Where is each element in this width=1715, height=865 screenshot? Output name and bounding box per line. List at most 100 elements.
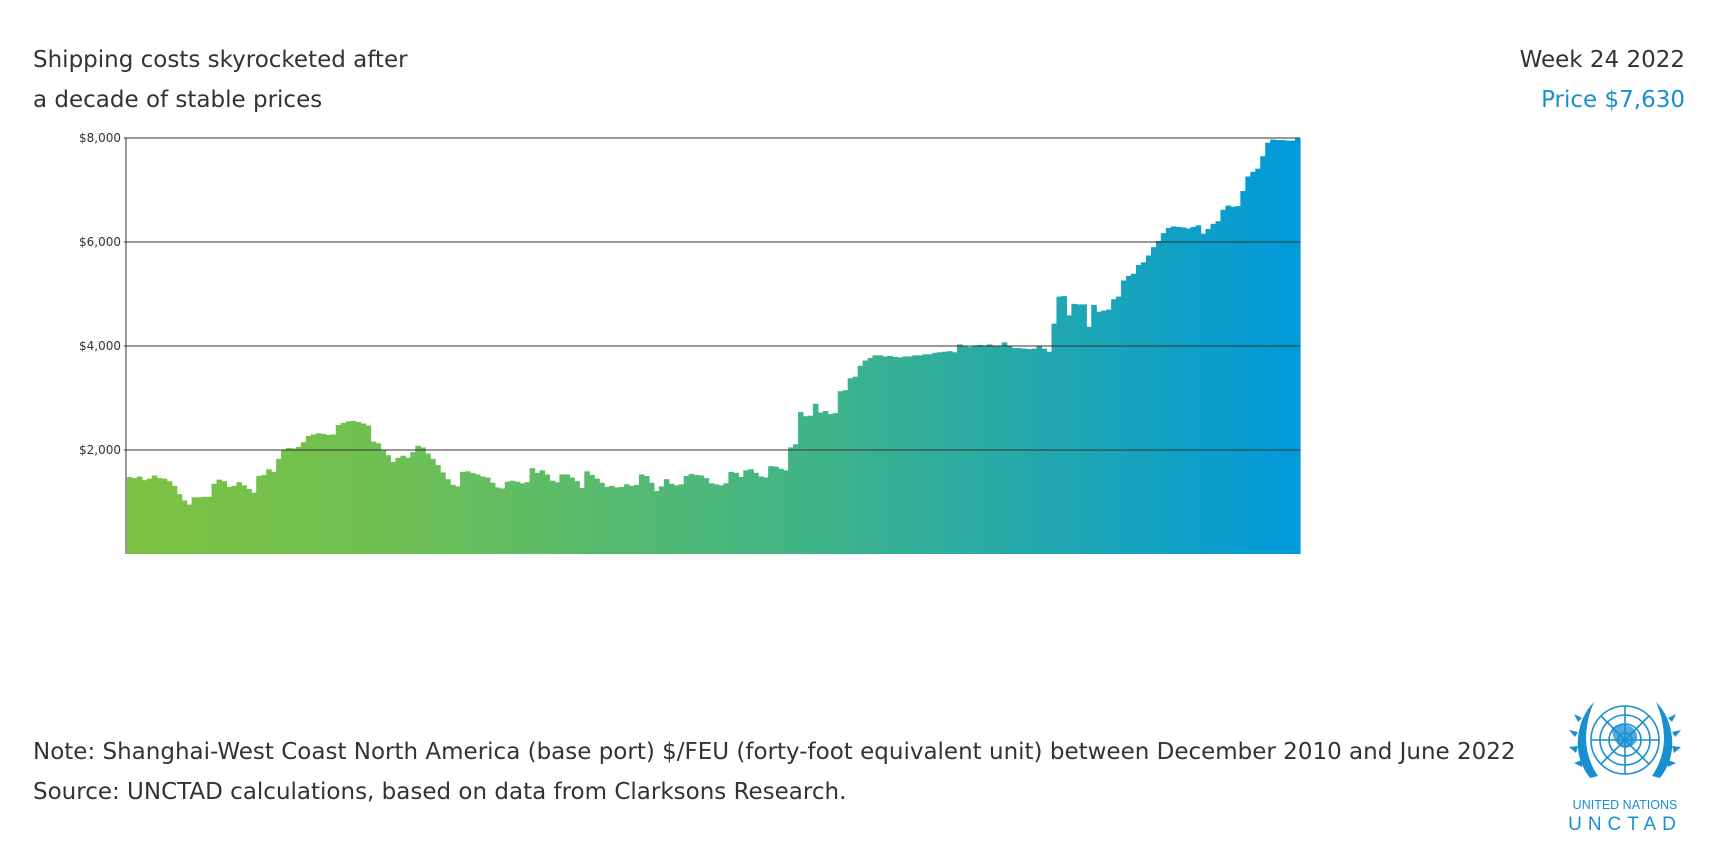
- bar[interactable]: [499, 488, 506, 554]
- bar[interactable]: [1001, 342, 1008, 554]
- bar[interactable]: [952, 352, 958, 554]
- bar[interactable]: [783, 470, 789, 554]
- bar[interactable]: [986, 344, 993, 554]
- bar[interactable]: [564, 474, 570, 554]
- bar[interactable]: [957, 344, 963, 554]
- bar[interactable]: [464, 471, 471, 554]
- bar-chart[interactable]: $2,000 $4,000 $6,000 $8,000: [0, 120, 1460, 570]
- bar[interactable]: [136, 476, 143, 554]
- bar[interactable]: [355, 421, 362, 554]
- bar[interactable]: [1126, 275, 1132, 554]
- bar[interactable]: [1026, 349, 1033, 554]
- bar[interactable]: [1021, 348, 1028, 554]
- bar[interactable]: [1111, 299, 1117, 554]
- bar[interactable]: [1175, 226, 1182, 555]
- bar[interactable]: [847, 378, 854, 554]
- bar[interactable]: [812, 403, 819, 554]
- bar[interactable]: [1101, 310, 1107, 554]
- bar[interactable]: [1106, 309, 1112, 554]
- bar[interactable]: [305, 435, 312, 554]
- bar[interactable]: [624, 484, 630, 554]
- bar[interactable]: [151, 475, 158, 554]
- bar[interactable]: [1056, 296, 1063, 554]
- bar[interactable]: [1145, 255, 1152, 554]
- bar[interactable]: [295, 446, 302, 554]
- bar[interactable]: [822, 411, 829, 554]
- bar[interactable]: [181, 500, 188, 554]
- bar[interactable]: [648, 482, 655, 554]
- bar[interactable]: [325, 434, 332, 554]
- bar[interactable]: [892, 356, 898, 554]
- bar[interactable]: [827, 414, 834, 554]
- bar[interactable]: [673, 485, 680, 554]
- bar[interactable]: [693, 474, 700, 554]
- bar[interactable]: [171, 485, 178, 554]
- bar[interactable]: [554, 482, 561, 554]
- bar[interactable]: [261, 474, 267, 554]
- bar[interactable]: [196, 497, 203, 554]
- bar[interactable]: [723, 483, 730, 554]
- bar[interactable]: [281, 449, 287, 554]
- bar[interactable]: [251, 492, 257, 554]
- bar[interactable]: [1180, 227, 1187, 554]
- bar[interactable]: [395, 457, 401, 554]
- bar[interactable]: [579, 487, 585, 554]
- bar[interactable]: [897, 357, 903, 554]
- bar[interactable]: [1195, 225, 1202, 555]
- bar[interactable]: [127, 477, 133, 554]
- bar[interactable]: [166, 481, 173, 554]
- bar[interactable]: [1081, 304, 1087, 554]
- bar[interactable]: [1140, 262, 1147, 554]
- bar[interactable]: [1071, 303, 1077, 554]
- bar[interactable]: [345, 421, 352, 554]
- bar[interactable]: [594, 478, 600, 554]
- bar[interactable]: [489, 482, 496, 554]
- bar[interactable]: [703, 478, 710, 554]
- bar[interactable]: [141, 480, 148, 554]
- bar[interactable]: [335, 425, 342, 554]
- bar[interactable]: [857, 365, 864, 554]
- bar[interactable]: [1270, 139, 1276, 554]
- bar[interactable]: [1051, 323, 1058, 554]
- bar[interactable]: [753, 472, 759, 554]
- bar[interactable]: [1066, 315, 1072, 554]
- bar[interactable]: [852, 376, 859, 554]
- bar[interactable]: [718, 485, 725, 554]
- bar[interactable]: [146, 478, 153, 554]
- bar[interactable]: [817, 412, 824, 554]
- bar[interactable]: [206, 496, 213, 554]
- bar[interactable]: [798, 412, 804, 554]
- bar[interactable]: [807, 415, 814, 554]
- bar[interactable]: [320, 433, 327, 554]
- bar[interactable]: [256, 476, 262, 554]
- bar[interactable]: [1215, 221, 1222, 554]
- bar[interactable]: [976, 344, 983, 554]
- bar[interactable]: [549, 480, 556, 554]
- bar[interactable]: [360, 423, 367, 554]
- bar[interactable]: [1041, 348, 1048, 554]
- bar[interactable]: [728, 471, 734, 554]
- bar[interactable]: [902, 356, 908, 554]
- bar[interactable]: [484, 477, 491, 554]
- bar[interactable]: [947, 351, 953, 554]
- bar[interactable]: [559, 474, 565, 554]
- bar[interactable]: [186, 504, 193, 554]
- bar[interactable]: [614, 487, 620, 554]
- bar[interactable]: [1091, 304, 1097, 554]
- bar[interactable]: [773, 466, 779, 554]
- bar[interactable]: [315, 433, 322, 554]
- bar[interactable]: [609, 485, 615, 554]
- bar[interactable]: [599, 482, 605, 554]
- bar[interactable]: [340, 422, 347, 554]
- bar[interactable]: [882, 356, 889, 554]
- bar[interactable]: [1170, 226, 1177, 554]
- bar[interactable]: [1185, 228, 1192, 554]
- bar[interactable]: [365, 425, 372, 554]
- bar[interactable]: [912, 355, 918, 554]
- bar[interactable]: [887, 355, 894, 554]
- bar[interactable]: [425, 453, 431, 554]
- bar[interactable]: [504, 481, 511, 554]
- bar[interactable]: [678, 484, 685, 554]
- bar[interactable]: [907, 356, 913, 554]
- bar[interactable]: [867, 357, 874, 554]
